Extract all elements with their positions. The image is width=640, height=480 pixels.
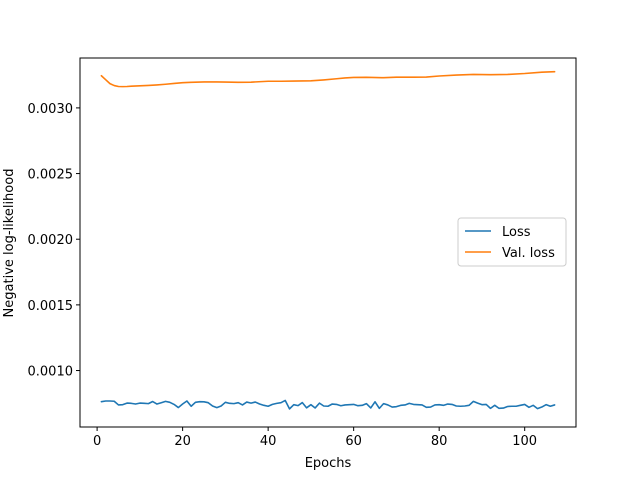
legend-label-val-loss: Val. loss bbox=[502, 246, 555, 261]
y-tick-label: 0.0020 bbox=[28, 233, 74, 248]
x-tick-label: 40 bbox=[260, 434, 277, 449]
x-axis: 0 20 40 60 80 100 bbox=[93, 427, 537, 449]
y-tick-label: 0.0030 bbox=[28, 102, 74, 117]
y-tick-label: 0.0010 bbox=[28, 365, 74, 380]
y-tick-label: 0.0025 bbox=[28, 168, 74, 183]
x-tick-label: 60 bbox=[345, 434, 362, 449]
x-tick-label: 20 bbox=[174, 434, 191, 449]
series-line-loss bbox=[100, 399, 556, 410]
series-layer bbox=[100, 70, 556, 410]
legend-box bbox=[457, 217, 567, 267]
y-axis-label: Negative log-likelihood bbox=[2, 169, 17, 318]
y-axis: 0.0010 0.0015 0.0020 0.0025 0.0030 bbox=[28, 102, 80, 380]
x-tick-label: 0 bbox=[93, 434, 101, 449]
y-tick-label: 0.0015 bbox=[28, 299, 74, 314]
plot-frame bbox=[79, 57, 577, 428]
series-line-val-loss bbox=[100, 70, 556, 88]
x-axis-label: Epochs bbox=[305, 456, 352, 471]
x-tick-label: 80 bbox=[431, 434, 448, 449]
x-tick-label: 100 bbox=[512, 434, 537, 449]
legend-label-loss: Loss bbox=[502, 225, 531, 240]
legend: Loss Val. loss bbox=[457, 217, 567, 267]
